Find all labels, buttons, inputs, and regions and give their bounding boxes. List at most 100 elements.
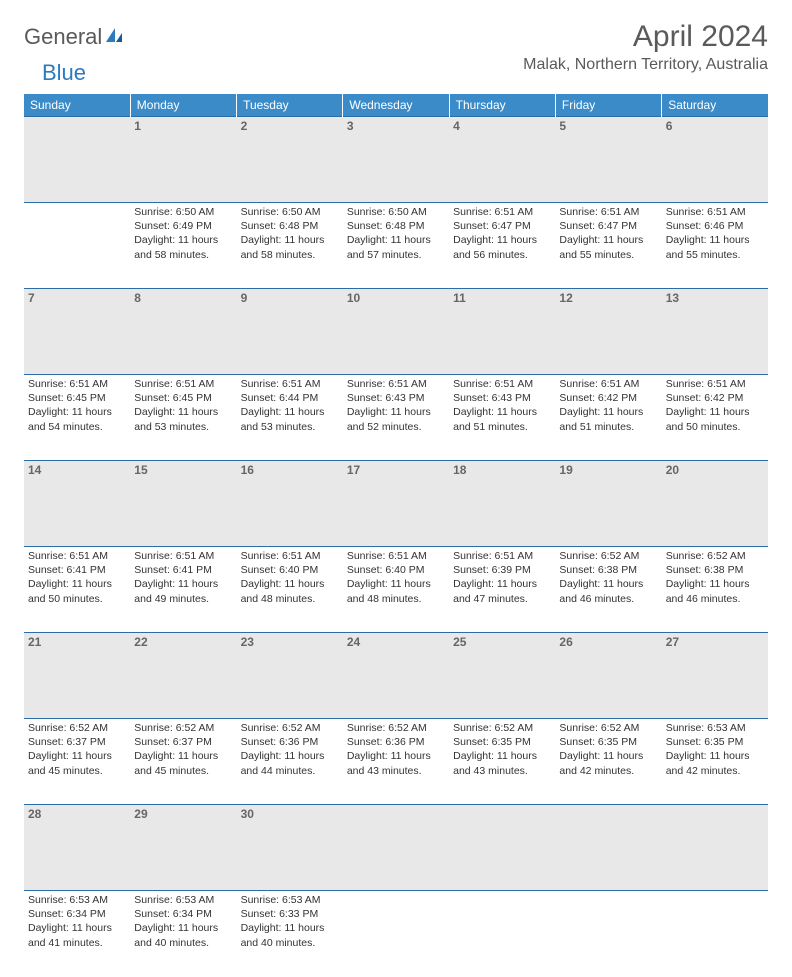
day-number: 5 xyxy=(555,117,661,203)
calendar-header-row: Sunday Monday Tuesday Wednesday Thursday… xyxy=(24,94,768,117)
day-header: Thursday xyxy=(449,94,555,117)
day-cell: Sunrise: 6:51 AM Sunset: 6:47 PM Dayligh… xyxy=(449,203,555,289)
day-cell: Sunrise: 6:53 AM Sunset: 6:33 PM Dayligh… xyxy=(237,891,343,977)
day-info-text: Sunrise: 6:52 AM Sunset: 6:37 PM Dayligh… xyxy=(134,721,232,778)
logo-word1: General xyxy=(24,24,102,50)
day-number: 28 xyxy=(24,805,130,891)
day-cell: Sunrise: 6:51 AM Sunset: 6:45 PM Dayligh… xyxy=(130,375,236,461)
day-number: 18 xyxy=(449,461,555,547)
day-number: 22 xyxy=(130,633,236,719)
day-number xyxy=(24,117,130,203)
day-cell: Sunrise: 6:51 AM Sunset: 6:45 PM Dayligh… xyxy=(24,375,130,461)
day-header: Friday xyxy=(555,94,661,117)
day-cell xyxy=(662,891,768,977)
day-info-text: Sunrise: 6:51 AM Sunset: 6:45 PM Dayligh… xyxy=(28,377,126,434)
day-number: 3 xyxy=(343,117,449,203)
day-cell: Sunrise: 6:52 AM Sunset: 6:37 PM Dayligh… xyxy=(24,719,130,805)
day-number: 26 xyxy=(555,633,661,719)
day-number: 4 xyxy=(449,117,555,203)
day-cell: Sunrise: 6:51 AM Sunset: 6:46 PM Dayligh… xyxy=(662,203,768,289)
day-info-text: Sunrise: 6:51 AM Sunset: 6:42 PM Dayligh… xyxy=(666,377,764,434)
day-cell xyxy=(449,891,555,977)
day-cell: Sunrise: 6:52 AM Sunset: 6:38 PM Dayligh… xyxy=(662,547,768,633)
day-header: Wednesday xyxy=(343,94,449,117)
day-number xyxy=(449,805,555,891)
day-number: 23 xyxy=(237,633,343,719)
day-info-text: Sunrise: 6:51 AM Sunset: 6:47 PM Dayligh… xyxy=(559,205,657,262)
day-cell: Sunrise: 6:51 AM Sunset: 6:42 PM Dayligh… xyxy=(662,375,768,461)
day-number: 13 xyxy=(662,289,768,375)
day-cell: Sunrise: 6:52 AM Sunset: 6:36 PM Dayligh… xyxy=(343,719,449,805)
day-info-text: Sunrise: 6:53 AM Sunset: 6:33 PM Dayligh… xyxy=(241,893,339,950)
day-info-text: Sunrise: 6:50 AM Sunset: 6:48 PM Dayligh… xyxy=(347,205,445,262)
day-cell: Sunrise: 6:53 AM Sunset: 6:34 PM Dayligh… xyxy=(24,891,130,977)
day-number: 1 xyxy=(130,117,236,203)
logo-sail-icon xyxy=(104,26,124,49)
calendar-table: Sunday Monday Tuesday Wednesday Thursday… xyxy=(24,94,768,977)
day-number: 17 xyxy=(343,461,449,547)
day-cell: Sunrise: 6:50 AM Sunset: 6:48 PM Dayligh… xyxy=(237,203,343,289)
day-cell xyxy=(24,203,130,289)
day-cell: Sunrise: 6:51 AM Sunset: 6:44 PM Dayligh… xyxy=(237,375,343,461)
day-cell: Sunrise: 6:51 AM Sunset: 6:41 PM Dayligh… xyxy=(130,547,236,633)
location-label: Malak, Northern Territory, Australia xyxy=(523,56,768,74)
day-info-text: Sunrise: 6:52 AM Sunset: 6:36 PM Dayligh… xyxy=(347,721,445,778)
day-cell: Sunrise: 6:53 AM Sunset: 6:35 PM Dayligh… xyxy=(662,719,768,805)
day-number: 19 xyxy=(555,461,661,547)
day-number: 21 xyxy=(24,633,130,719)
day-cell: Sunrise: 6:50 AM Sunset: 6:48 PM Dayligh… xyxy=(343,203,449,289)
day-info-text: Sunrise: 6:51 AM Sunset: 6:41 PM Dayligh… xyxy=(134,549,232,606)
day-info-text: Sunrise: 6:52 AM Sunset: 6:38 PM Dayligh… xyxy=(559,549,657,606)
day-header: Tuesday xyxy=(237,94,343,117)
day-cell: Sunrise: 6:52 AM Sunset: 6:37 PM Dayligh… xyxy=(130,719,236,805)
day-info-text: Sunrise: 6:50 AM Sunset: 6:48 PM Dayligh… xyxy=(241,205,339,262)
day-cell: Sunrise: 6:52 AM Sunset: 6:38 PM Dayligh… xyxy=(555,547,661,633)
day-number: 10 xyxy=(343,289,449,375)
logo-word2: Blue xyxy=(42,60,86,86)
day-header: Monday xyxy=(130,94,236,117)
day-cell: Sunrise: 6:51 AM Sunset: 6:43 PM Dayligh… xyxy=(449,375,555,461)
day-number xyxy=(662,805,768,891)
month-title: April 2024 xyxy=(523,20,768,54)
day-info-text: Sunrise: 6:51 AM Sunset: 6:42 PM Dayligh… xyxy=(559,377,657,434)
day-number: 6 xyxy=(662,117,768,203)
day-cell: Sunrise: 6:51 AM Sunset: 6:39 PM Dayligh… xyxy=(449,547,555,633)
day-number xyxy=(555,805,661,891)
day-header: Sunday xyxy=(24,94,130,117)
title-block: April 2024 Malak, Northern Territory, Au… xyxy=(523,20,768,74)
day-info-text: Sunrise: 6:52 AM Sunset: 6:35 PM Dayligh… xyxy=(453,721,551,778)
day-number xyxy=(343,805,449,891)
day-number: 9 xyxy=(237,289,343,375)
day-number: 2 xyxy=(237,117,343,203)
day-number: 29 xyxy=(130,805,236,891)
day-info-text: Sunrise: 6:53 AM Sunset: 6:34 PM Dayligh… xyxy=(28,893,126,950)
day-info-text: Sunrise: 6:52 AM Sunset: 6:35 PM Dayligh… xyxy=(559,721,657,778)
day-cell: Sunrise: 6:51 AM Sunset: 6:40 PM Dayligh… xyxy=(237,547,343,633)
day-number: 25 xyxy=(449,633,555,719)
day-cell: Sunrise: 6:52 AM Sunset: 6:35 PM Dayligh… xyxy=(555,719,661,805)
day-cell: Sunrise: 6:52 AM Sunset: 6:35 PM Dayligh… xyxy=(449,719,555,805)
day-number: 7 xyxy=(24,289,130,375)
day-cell: Sunrise: 6:51 AM Sunset: 6:42 PM Dayligh… xyxy=(555,375,661,461)
day-info-text: Sunrise: 6:52 AM Sunset: 6:36 PM Dayligh… xyxy=(241,721,339,778)
day-info-text: Sunrise: 6:51 AM Sunset: 6:43 PM Dayligh… xyxy=(453,377,551,434)
day-cell: Sunrise: 6:51 AM Sunset: 6:47 PM Dayligh… xyxy=(555,203,661,289)
day-cell: Sunrise: 6:51 AM Sunset: 6:43 PM Dayligh… xyxy=(343,375,449,461)
day-number: 11 xyxy=(449,289,555,375)
day-number: 30 xyxy=(237,805,343,891)
day-number: 15 xyxy=(130,461,236,547)
day-info-text: Sunrise: 6:51 AM Sunset: 6:43 PM Dayligh… xyxy=(347,377,445,434)
day-number: 27 xyxy=(662,633,768,719)
day-info-text: Sunrise: 6:51 AM Sunset: 6:40 PM Dayligh… xyxy=(347,549,445,606)
day-cell: Sunrise: 6:51 AM Sunset: 6:41 PM Dayligh… xyxy=(24,547,130,633)
day-number: 20 xyxy=(662,461,768,547)
day-info-text: Sunrise: 6:51 AM Sunset: 6:46 PM Dayligh… xyxy=(666,205,764,262)
day-info-text: Sunrise: 6:51 AM Sunset: 6:44 PM Dayligh… xyxy=(241,377,339,434)
calendar-body: 123456Sunrise: 6:50 AM Sunset: 6:49 PM D… xyxy=(24,117,768,977)
logo: General xyxy=(24,20,126,50)
day-info-text: Sunrise: 6:52 AM Sunset: 6:37 PM Dayligh… xyxy=(28,721,126,778)
day-cell: Sunrise: 6:52 AM Sunset: 6:36 PM Dayligh… xyxy=(237,719,343,805)
day-number: 24 xyxy=(343,633,449,719)
day-header: Saturday xyxy=(662,94,768,117)
day-number: 12 xyxy=(555,289,661,375)
